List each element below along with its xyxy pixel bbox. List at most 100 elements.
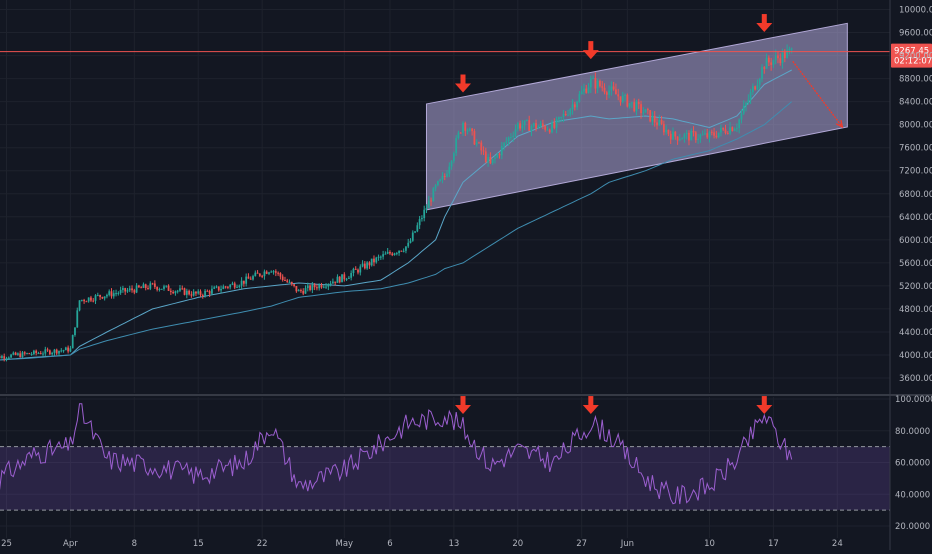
- candle-body: [220, 289, 222, 291]
- rsi-tick-label: 80.0000: [895, 427, 930, 437]
- price-tick-label: 8000.00: [899, 121, 932, 131]
- candle-body: [443, 176, 446, 178]
- candle-body: [478, 142, 480, 144]
- candle-body: [446, 173, 448, 177]
- candle-body: [60, 350, 63, 352]
- candle-body: [331, 281, 334, 284]
- candle-body: [122, 288, 124, 290]
- candle-body: [101, 296, 104, 299]
- candle-body: [642, 112, 645, 114]
- candle-body: [405, 246, 407, 251]
- candle-body: [306, 285, 309, 289]
- candle-body: [270, 271, 273, 273]
- candle-body: [295, 285, 298, 292]
- candle-body: [407, 242, 410, 247]
- candle-body: [724, 129, 727, 133]
- candle-body: [1, 356, 3, 359]
- candle-body: [754, 86, 757, 90]
- candle-body: [247, 276, 250, 279]
- candle-body: [628, 102, 631, 107]
- candle-body: [674, 131, 677, 137]
- candle-body: [402, 250, 405, 252]
- candle-body: [516, 123, 519, 130]
- candle-body: [343, 274, 346, 280]
- candle-body: [676, 136, 679, 141]
- time-tick-label: 24: [832, 539, 843, 549]
- candle-body: [578, 94, 581, 102]
- candle-body: [548, 129, 551, 133]
- candle-body: [44, 349, 47, 354]
- candle-body: [320, 284, 323, 288]
- candle-body: [688, 132, 690, 141]
- candle-body: [434, 185, 437, 189]
- candle-body: [83, 299, 86, 302]
- candle-body: [345, 278, 348, 280]
- candle-body: [704, 133, 706, 135]
- candle-body: [601, 86, 604, 88]
- candle-body: [418, 219, 421, 226]
- candle-body: [172, 292, 175, 294]
- candle-body: [87, 297, 90, 302]
- candle-body: [169, 290, 172, 293]
- candle-body: [179, 288, 181, 291]
- candle-body: [140, 287, 143, 289]
- candle-body: [117, 292, 120, 294]
- candle-body: [736, 128, 738, 130]
- candle-body: [573, 104, 576, 108]
- candle-body: [153, 283, 156, 287]
- candle-body: [208, 291, 211, 294]
- candle-body: [167, 285, 170, 291]
- candle-body: [106, 294, 108, 297]
- candle-body: [78, 300, 81, 311]
- candle-body: [713, 132, 715, 136]
- candle-body: [468, 128, 471, 131]
- price-tick-label: 6000.00: [899, 236, 932, 246]
- candle-body: [53, 349, 56, 353]
- candle-body: [313, 284, 316, 288]
- candle-body: [215, 286, 218, 288]
- candle-body: [347, 277, 350, 279]
- candle-body: [156, 286, 159, 290]
- candle-body: [722, 127, 725, 130]
- candle-body: [149, 283, 152, 289]
- time-tick-label: Jun: [620, 539, 634, 549]
- candle-body: [115, 293, 117, 295]
- candle-body: [781, 52, 784, 64]
- candle-body: [94, 295, 97, 301]
- candle-body: [701, 134, 704, 136]
- candle-body: [589, 78, 592, 88]
- candle-body: [599, 80, 601, 87]
- candle-body: [544, 126, 547, 130]
- candle-body: [564, 114, 567, 116]
- candle-body: [382, 254, 385, 257]
- candle-body: [290, 281, 293, 285]
- candle-body: [411, 232, 414, 241]
- time-tick-label: Apr: [63, 539, 78, 549]
- candle-body: [612, 86, 615, 90]
- candle-body: [692, 130, 695, 133]
- candle-body: [108, 291, 111, 295]
- time-tick-label: 20: [512, 539, 523, 549]
- candle-body: [240, 280, 243, 286]
- candle-body: [76, 310, 79, 328]
- candle-body: [649, 110, 652, 122]
- candle-body: [532, 123, 535, 127]
- candle-body: [537, 126, 540, 129]
- moving-averages: [0, 69, 793, 361]
- candle-body: [715, 135, 718, 138]
- candle-body: [450, 161, 453, 167]
- candle-body: [181, 288, 184, 290]
- sell-arrow-price: [756, 14, 773, 33]
- candle-body: [475, 142, 478, 145]
- candle-body: [489, 156, 492, 164]
- candle-body: [708, 131, 711, 138]
- candle-body: [562, 114, 565, 117]
- candle-body: [767, 57, 770, 63]
- time-tick-label: 6: [387, 539, 392, 549]
- candle-body: [656, 122, 658, 126]
- candle-body: [594, 77, 597, 89]
- candle-body: [514, 129, 517, 136]
- candle-body: [229, 284, 232, 288]
- candle-body: [103, 296, 106, 299]
- candle-body: [336, 276, 339, 283]
